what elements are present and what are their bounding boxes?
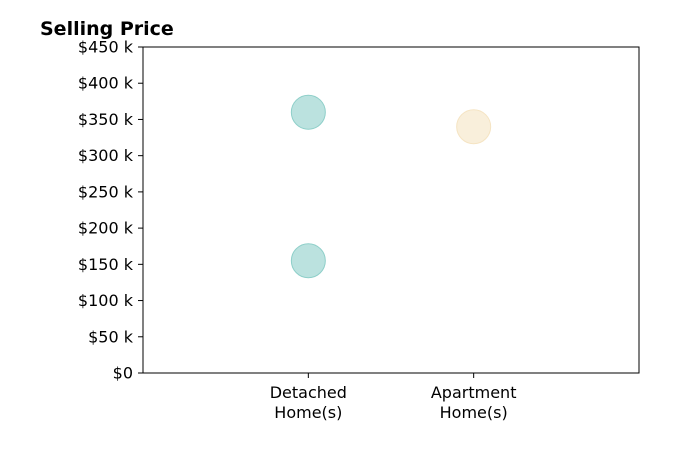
y-tick-label: $100 k xyxy=(78,291,134,310)
y-tick-label: $400 k xyxy=(78,74,134,93)
data-point xyxy=(290,94,326,130)
x-tick-label: Home(s) xyxy=(274,403,342,422)
y-tick-label: $200 k xyxy=(78,219,134,238)
y-tick-label: $0 xyxy=(113,364,133,383)
data-point xyxy=(290,243,326,279)
y-tick-label: $150 k xyxy=(78,255,134,274)
x-tick-label: Home(s) xyxy=(440,403,508,422)
plot-area-frame xyxy=(142,46,640,374)
chart-title: Selling Price xyxy=(40,18,174,40)
y-tick-label: $50 k xyxy=(88,327,134,346)
data-points xyxy=(290,94,492,279)
y-tick-label: $450 k xyxy=(78,38,134,57)
y-tick-label: $350 k xyxy=(78,110,134,129)
data-point xyxy=(456,109,492,145)
y-tick-label: $300 k xyxy=(78,146,134,165)
x-tick-label: Detached xyxy=(270,383,347,402)
y-axis: $0 $50 k $100 k $150 k $200 k $250 k $300 k $35… xyxy=(78,38,143,383)
x-tick-label: Apartment xyxy=(431,383,517,402)
y-tick-label: $250 k xyxy=(78,182,134,201)
